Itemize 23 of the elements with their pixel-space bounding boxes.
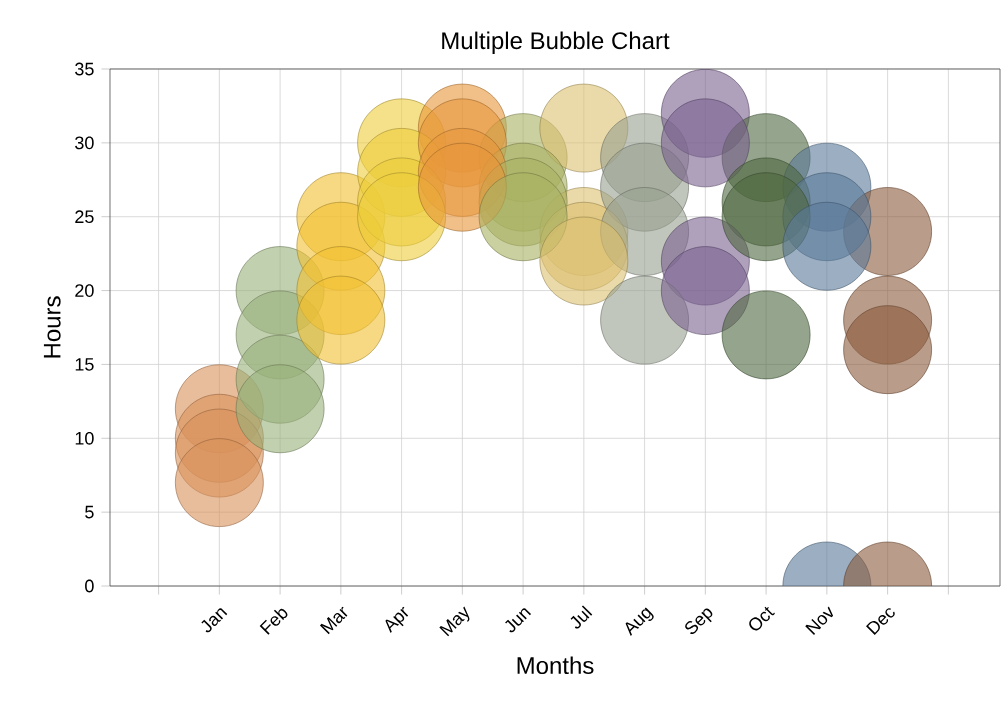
x-tick-label: Dec	[866, 608, 895, 635]
x-tick-label: Apr	[385, 606, 409, 634]
x-tick-label: Jul	[570, 605, 593, 629]
x-tick-label: Nov	[805, 606, 834, 635]
y-tick-label: 20	[75, 284, 94, 297]
chart-title: Multiple Bubble Chart	[442, 31, 670, 54]
y-tick-label: 25	[75, 210, 94, 224]
x-tick-label: Jan	[201, 608, 228, 633]
x-axis-title: Months	[517, 656, 594, 675]
y-tick-label: 0	[85, 579, 94, 593]
y-tick-label: 10	[75, 431, 94, 445]
y-axis-title: Hours	[43, 296, 61, 358]
y-tick-label: 15	[75, 358, 94, 371]
x-tick-label: Aug	[625, 607, 654, 636]
x-tick-label: Mar	[319, 606, 348, 635]
x-tick-label: Jun	[505, 608, 532, 633]
x-tick-label: Oct	[749, 606, 775, 631]
y-tick-label: 5	[85, 505, 94, 519]
x-tick-label: Feb	[259, 608, 288, 635]
x-tick-label: Sep	[685, 608, 713, 634]
x-tick-label: May	[439, 606, 470, 637]
y-tick-label: 30	[75, 136, 94, 150]
y-tick-label: 35	[75, 62, 94, 76]
